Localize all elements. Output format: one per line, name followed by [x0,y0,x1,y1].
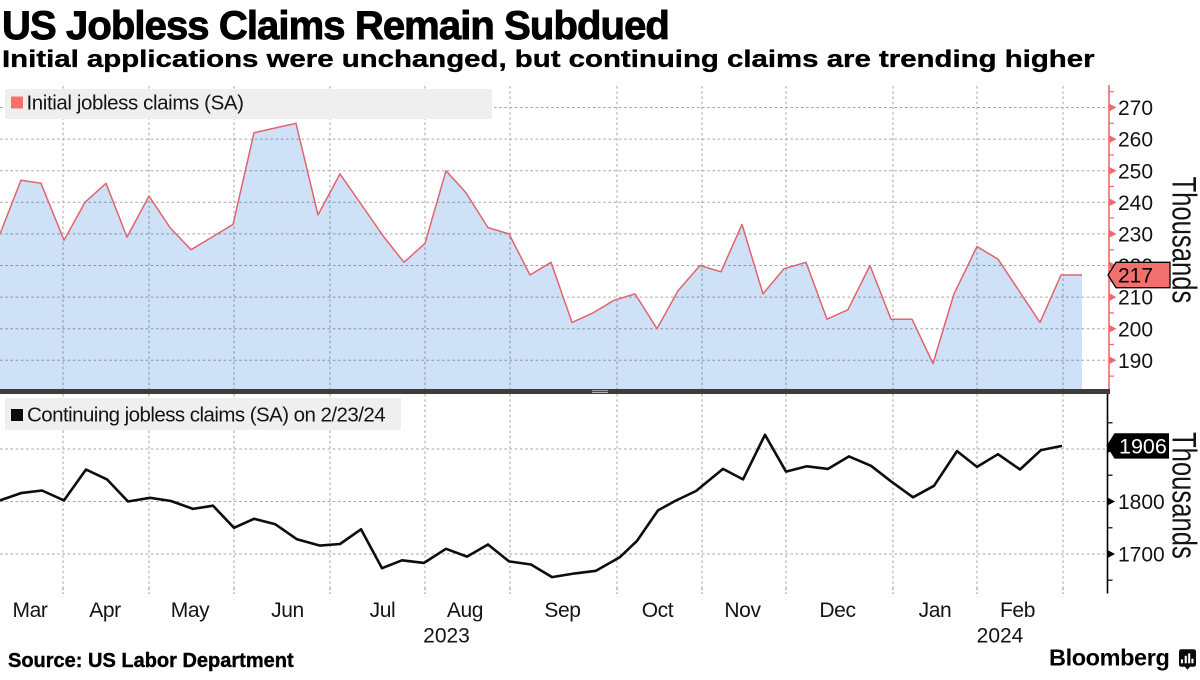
svg-text:217: 217 [1118,265,1153,288]
svg-text:1906: 1906 [1119,435,1167,459]
svg-text:260: 260 [1118,129,1153,152]
svg-text:Jul: Jul [370,599,396,622]
svg-text:Jun: Jun [271,599,304,622]
svg-text:1800: 1800 [1118,491,1165,514]
svg-text:Dec: Dec [819,599,855,622]
svg-text:Continuing jobless claims (SA): Continuing jobless claims (SA) on 2/23/2… [27,404,385,427]
svg-text:190: 190 [1118,350,1153,373]
svg-text:Initial jobless claims (SA): Initial jobless claims (SA) [27,92,244,115]
svg-text:Source: US Labor Department: Source: US Labor Department [8,650,294,672]
svg-text:Nov: Nov [724,599,761,622]
svg-text:2023: 2023 [423,625,470,648]
svg-text:240: 240 [1118,192,1153,215]
svg-text:Aug: Aug [447,599,483,622]
svg-text:210: 210 [1118,287,1153,310]
svg-text:Feb: Feb [1000,599,1035,622]
svg-text:2024: 2024 [977,625,1024,648]
svg-text:US Jobless Claims Remain Subdu: US Jobless Claims Remain Subdued [2,4,669,48]
svg-text:Thousands: Thousands [1165,432,1200,559]
svg-text:270: 270 [1118,97,1153,120]
svg-text:Thousands: Thousands [1165,177,1200,304]
svg-text:Bloomberg: Bloomberg [1049,645,1169,671]
svg-text:Initial applications were unch: Initial applications were unchanged, but… [2,45,1095,72]
svg-text:Jan: Jan [919,599,952,622]
svg-text:May: May [171,599,210,622]
svg-text:230: 230 [1118,224,1153,247]
svg-text:200: 200 [1118,318,1153,341]
svg-text:Oct: Oct [642,599,674,622]
svg-text:Apr: Apr [89,599,121,622]
svg-text:Sep: Sep [544,599,580,622]
svg-text:250: 250 [1118,160,1153,183]
svg-text:Mar: Mar [13,599,48,622]
svg-text:1700: 1700 [1118,544,1165,567]
